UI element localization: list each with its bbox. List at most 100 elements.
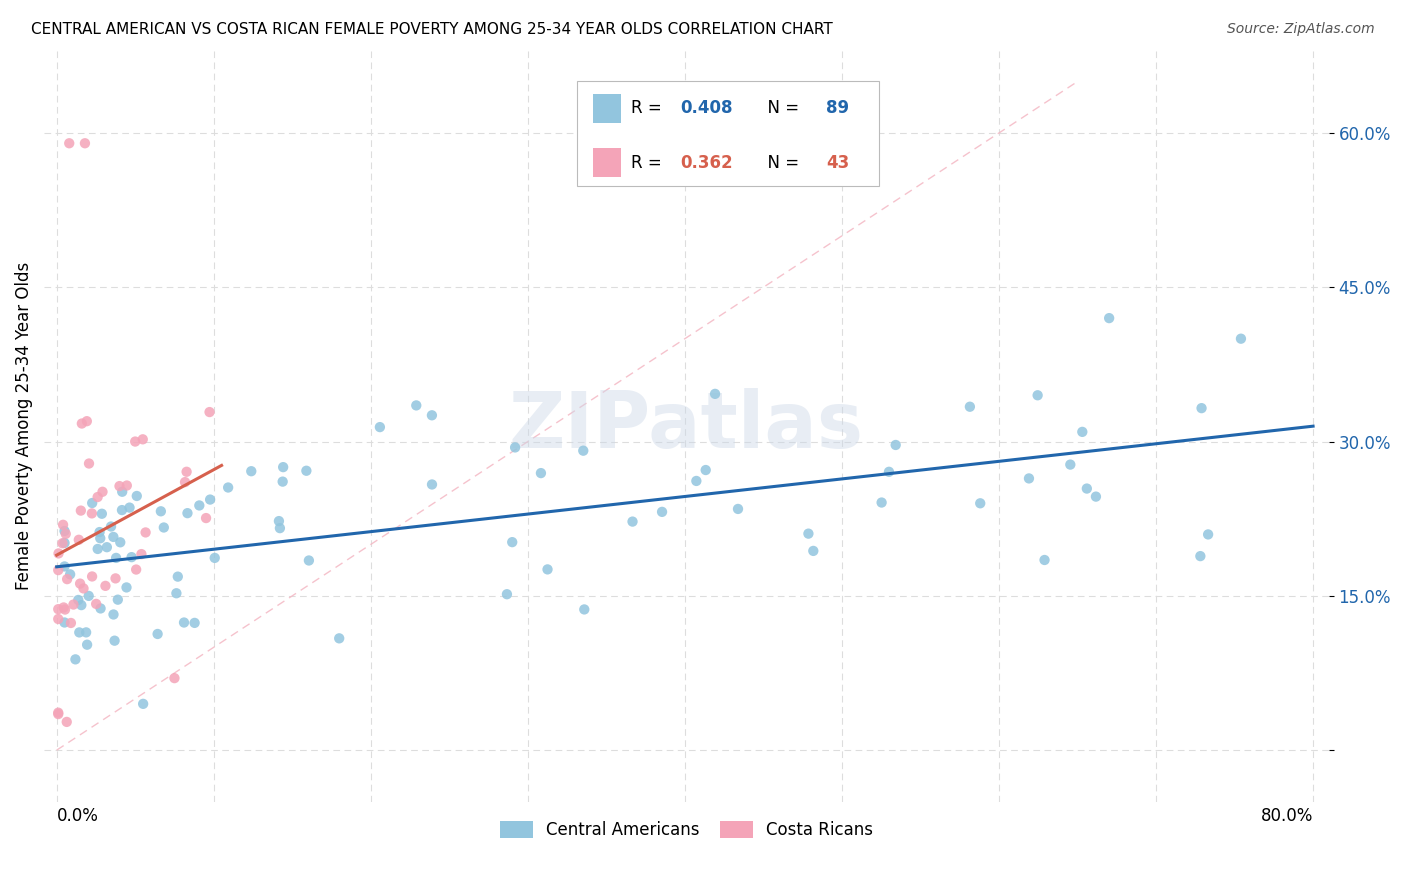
Point — [797, 526, 820, 541]
Point — [91, 484, 114, 499]
Point — [56, 572, 79, 586]
Point — [269, 521, 291, 535]
Point — [90, 507, 112, 521]
Point — [1098, 311, 1121, 326]
Point — [695, 463, 717, 477]
Point — [67, 533, 90, 547]
Y-axis label: Female Poverty Among 25-34 Year Olds: Female Poverty Among 25-34 Year Olds — [15, 262, 32, 591]
Point — [59, 567, 82, 582]
Point — [198, 405, 221, 419]
Text: N =: N = — [756, 153, 804, 171]
Point — [121, 550, 143, 565]
Point — [884, 438, 907, 452]
Point — [174, 475, 197, 489]
Point — [328, 632, 350, 646]
Point — [52, 600, 75, 615]
Point — [1197, 527, 1219, 541]
Point — [165, 586, 187, 600]
Point — [131, 547, 153, 561]
Point — [135, 525, 157, 540]
Point — [53, 602, 76, 616]
Point — [103, 530, 125, 544]
Point — [77, 589, 100, 603]
Point — [72, 582, 94, 596]
Point — [77, 457, 100, 471]
Point — [65, 652, 87, 666]
Point — [100, 519, 122, 533]
Point — [166, 569, 188, 583]
Point — [870, 495, 893, 509]
Point — [1189, 549, 1212, 563]
Point — [295, 464, 318, 478]
Point — [90, 601, 112, 615]
Point — [420, 409, 443, 423]
Point — [70, 417, 93, 431]
FancyBboxPatch shape — [593, 95, 621, 123]
Point — [94, 579, 117, 593]
Point — [62, 598, 84, 612]
Point — [574, 602, 596, 616]
Point — [267, 514, 290, 528]
Point — [67, 625, 90, 640]
Point — [183, 615, 205, 630]
Point — [69, 576, 91, 591]
Point — [420, 477, 443, 491]
Point — [111, 484, 134, 499]
FancyBboxPatch shape — [578, 80, 879, 186]
Point — [58, 136, 80, 151]
Text: 80.0%: 80.0% — [1261, 806, 1313, 825]
Point — [70, 503, 93, 517]
Point — [48, 546, 70, 560]
Point — [125, 489, 148, 503]
Text: R =: R = — [631, 153, 668, 171]
Point — [82, 569, 104, 583]
Point — [67, 593, 90, 607]
Point — [86, 541, 108, 556]
Point — [55, 714, 77, 729]
Point — [163, 671, 186, 685]
Point — [53, 524, 76, 538]
Legend: Central Americans, Costa Ricans: Central Americans, Costa Ricans — [494, 814, 880, 846]
Point — [80, 507, 103, 521]
Point — [198, 492, 221, 507]
Point — [46, 602, 69, 616]
Point — [115, 581, 138, 595]
Text: N =: N = — [756, 100, 804, 118]
Point — [153, 520, 176, 534]
Text: ZIPatlas: ZIPatlas — [509, 388, 863, 464]
Point — [125, 563, 148, 577]
Point — [188, 499, 211, 513]
Point — [86, 490, 108, 504]
Point — [271, 460, 294, 475]
Point — [149, 504, 172, 518]
Point — [405, 398, 427, 412]
Point — [621, 515, 644, 529]
Point — [1230, 332, 1253, 346]
Point — [118, 500, 141, 515]
Point — [108, 479, 131, 493]
Point — [105, 550, 128, 565]
Point — [959, 400, 981, 414]
Point — [651, 505, 673, 519]
Point — [110, 535, 132, 549]
Point — [89, 531, 111, 545]
Point — [52, 517, 75, 532]
Point — [46, 563, 69, 577]
Point — [1191, 401, 1213, 416]
Text: CENTRAL AMERICAN VS COSTA RICAN FEMALE POVERTY AMONG 25-34 YEAR OLDS CORRELATION: CENTRAL AMERICAN VS COSTA RICAN FEMALE P… — [31, 22, 832, 37]
Point — [103, 607, 125, 622]
Point — [1059, 458, 1081, 472]
Point — [1026, 388, 1049, 402]
Point — [503, 441, 526, 455]
Point — [53, 615, 76, 630]
Point — [115, 478, 138, 492]
Point — [204, 550, 226, 565]
Point — [89, 524, 111, 539]
Point — [46, 612, 69, 626]
Text: R =: R = — [631, 100, 668, 118]
Point — [76, 638, 98, 652]
Point — [1076, 482, 1098, 496]
Point — [104, 571, 127, 585]
Point — [530, 466, 553, 480]
Point — [46, 707, 69, 722]
